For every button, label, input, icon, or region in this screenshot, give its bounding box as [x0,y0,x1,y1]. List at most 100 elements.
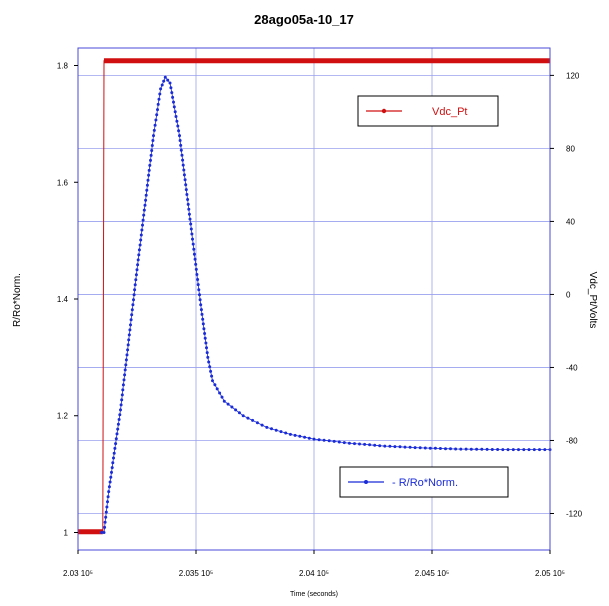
right-tick-label: 120 [566,71,580,80]
series-r-ro-point [126,348,130,352]
series-r-ro-point [200,312,204,316]
x-tick-label: 2.045 10⁵ [415,569,449,578]
right-tick-label: 80 [566,144,575,153]
left-tick-label: 1.4 [57,295,69,304]
series-r-ro-point [170,91,174,95]
series-r-ro-point [265,425,269,429]
series-r-ro-point [298,434,302,438]
series-r-ro-point [189,222,193,226]
series-r-ro-point [139,238,143,242]
series-r-ro-point [149,153,153,157]
series-r-ro-point [543,448,547,452]
series-r-ro-point [522,448,526,452]
series-r-ro-point [144,198,148,202]
series-r-ro-point [307,436,311,440]
series-r-ro-point [103,525,107,529]
series-r-ro-point [176,124,180,128]
series-r-ro-point [182,168,186,172]
series-r-ro-point [130,308,134,312]
series-r-ro-point [403,445,407,449]
series-r-ro-point [110,470,113,474]
series-r-ro-point [538,448,541,452]
legend-vdc-marker [381,108,387,114]
series-r-ro-point [127,338,131,342]
series-r-ro-point [181,163,185,167]
series-r-ro-point [270,427,273,431]
series-r-ro-point [152,128,156,132]
series-r-ro-point [137,248,141,252]
series-r-ro-point [246,416,250,420]
series-r-ro-point [158,92,162,96]
series-r-ro-point [226,402,230,406]
series-r-ro-point [347,441,351,445]
series-r-ro-point [121,383,125,387]
series-r-ro-point [154,118,158,122]
series-r-ro-point [139,233,143,237]
series-r-ro-point [196,283,200,287]
chart-title: 28ago05a-10_17 [254,12,354,27]
series-r-ro-point [182,173,186,177]
series-r-ro-point [138,243,142,247]
series-r-ro-point [188,217,192,221]
series-r-ro-point [215,387,219,391]
series-r-ro-point [192,247,196,251]
series-r-ro-point [102,531,106,534]
series-r-ro-point [428,446,432,450]
series-r-ro-point [127,333,131,337]
series-r-ro-point [133,288,137,292]
series-r-ro-point [120,398,124,402]
left-axis: 1 1.2 1.4 1.6 1.8 [57,62,78,537]
series-r-ro-point [213,383,217,387]
series-r-ro-point [480,447,484,451]
series-r-ro-point [358,442,361,446]
series-r-ro-point [496,448,500,451]
series-r-ro-point [196,278,200,281]
series-r-ro-point [141,223,144,227]
series-r-ro-point [475,447,479,451]
series-r-ro-point [144,193,148,197]
series-r-ro-point [186,202,190,206]
series-r-ro-point [317,438,321,442]
series-r-ro-point [105,505,109,509]
series-r-ro-point [469,447,473,451]
series-r-ro-point [152,134,155,138]
y-axis-label-left: R/Ro*Norm. [12,273,23,327]
series-r-ro-point [388,444,392,448]
left-tick-label: 1.6 [57,178,69,187]
series-r-ro-point [408,445,412,449]
series-r-ro-point [207,360,211,364]
series-r-ro-point [129,318,133,322]
series-r-ro-point [117,418,121,421]
series-r-ro-point [220,395,224,399]
series-r-ro-point [108,480,112,484]
series-r-ro-point [312,437,316,441]
legend-vdc-label: Vdc_Pt [432,106,467,118]
x-axis: 2.03 10⁵ 2.035 10⁵ 2.04 10⁵ 2.045 10⁵ 2.05 1… [63,550,565,578]
series-r-ro-point [109,475,113,479]
series-r-ro-point [150,149,154,152]
y-axis-label-right: Vdc_Pt/Volts [587,272,598,329]
series-r-ro-point [175,119,179,123]
series-r-ro-point [126,343,130,347]
series-r-ro-point [171,95,175,99]
series-r-ro-point [135,268,139,272]
series-r-ro-point [423,446,427,450]
series-r-ro-point [194,262,198,266]
series-r-ro-point [134,273,138,277]
series-r-ro-point [464,447,468,451]
series-r-ro-point [205,346,208,350]
series-r-ro-point [206,355,210,359]
series-r-ro-point [106,495,110,499]
right-tick-label: -80 [566,436,578,445]
series-r-ro-point [121,388,125,392]
series-r-ro-point [123,373,127,377]
series-r-ro-point [222,399,226,403]
series-r-ro-point [209,369,213,373]
series-r-ro-point [168,81,172,85]
series-r-ro-point [178,139,182,142]
series-r-ro-point [449,447,452,451]
series-r-ro-point [180,153,184,157]
series-r-ro-point [444,447,447,451]
series-r-ro-point [112,456,115,460]
